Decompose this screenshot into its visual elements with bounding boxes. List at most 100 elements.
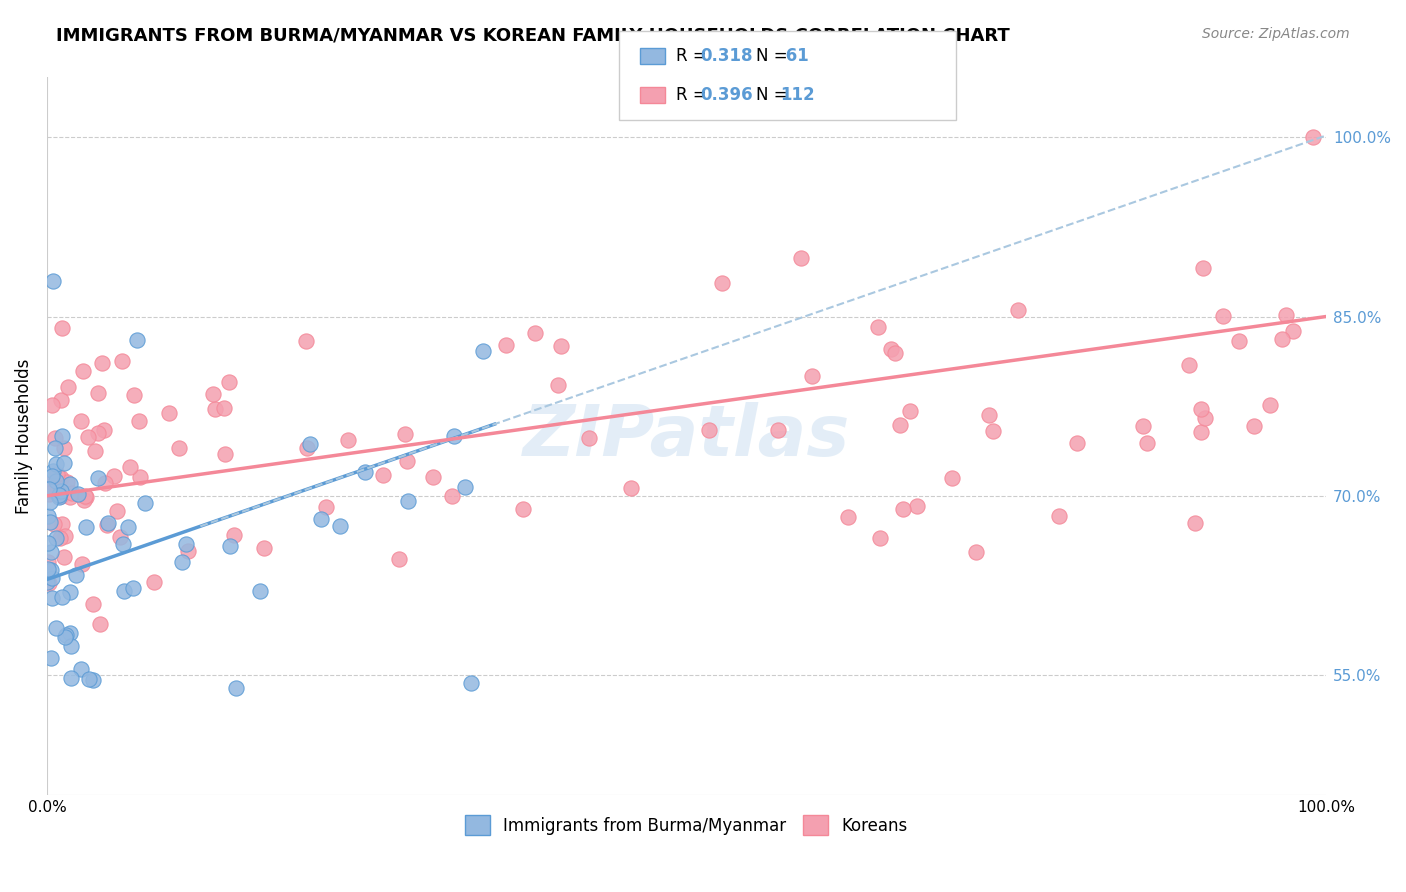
Immigrants from Burma/Myanmar [117, 520, 139, 534]
Koreans [75, 489, 97, 503]
Koreans [941, 471, 963, 485]
Koreans [524, 326, 547, 341]
Immigrants from Burma/Myanmar [125, 334, 148, 348]
Immigrants from Burma/Myanmar [75, 520, 97, 534]
Koreans [1189, 402, 1212, 417]
Koreans [1212, 309, 1234, 323]
Immigrants from Burma/Myanmar [51, 590, 73, 604]
Immigrants from Burma/Myanmar [53, 630, 76, 644]
Koreans [37, 555, 59, 569]
Koreans [337, 433, 360, 447]
Immigrants from Burma/Myanmar [59, 625, 82, 640]
Koreans [1136, 435, 1159, 450]
Koreans [388, 552, 411, 566]
Koreans [72, 493, 94, 508]
Text: 61: 61 [780, 47, 808, 65]
Koreans [51, 321, 73, 335]
Koreans [49, 393, 72, 408]
Immigrants from Burma/Myanmar [453, 479, 475, 493]
Koreans [1302, 130, 1324, 145]
Koreans [578, 431, 600, 445]
Immigrants from Burma/Myanmar [38, 482, 60, 496]
Immigrants from Burma/Myanmar [97, 516, 120, 531]
Immigrants from Burma/Myanmar [60, 639, 83, 653]
Koreans [91, 356, 114, 370]
Koreans [105, 504, 128, 518]
Koreans [38, 487, 60, 501]
Immigrants from Burma/Myanmar [82, 673, 104, 687]
Koreans [1271, 332, 1294, 346]
Koreans [60, 485, 83, 500]
Text: 112: 112 [780, 87, 815, 104]
Text: R =: R = [676, 87, 713, 104]
Immigrants from Burma/Myanmar [69, 662, 91, 676]
Koreans [1184, 516, 1206, 530]
Koreans [512, 502, 534, 516]
Koreans [38, 477, 60, 491]
Immigrants from Burma/Myanmar [354, 465, 377, 479]
Immigrants from Burma/Myanmar [44, 441, 66, 455]
Immigrants from Burma/Myanmar [37, 562, 59, 576]
Koreans [45, 467, 67, 482]
Koreans [96, 517, 118, 532]
Koreans [128, 414, 150, 428]
Koreans [49, 531, 72, 545]
Immigrants from Burma/Myanmar [39, 545, 62, 559]
Koreans [143, 574, 166, 589]
Koreans [1189, 425, 1212, 439]
Koreans [891, 502, 914, 516]
Immigrants from Burma/Myanmar [59, 477, 82, 491]
Immigrants from Burma/Myanmar [174, 537, 197, 551]
Immigrants from Burma/Myanmar [42, 464, 65, 478]
Koreans [981, 424, 1004, 438]
Koreans [880, 343, 903, 357]
Koreans [77, 430, 100, 444]
Koreans [70, 414, 93, 428]
Koreans [898, 404, 921, 418]
Immigrants from Burma/Myanmar [45, 457, 67, 471]
Immigrants from Burma/Myanmar [299, 437, 322, 451]
Immigrants from Burma/Myanmar [45, 531, 67, 545]
Immigrants from Burma/Myanmar [471, 344, 494, 359]
Text: N =: N = [756, 47, 793, 65]
Legend: Immigrants from Burma/Myanmar, Koreans: Immigrants from Burma/Myanmar, Koreans [457, 806, 917, 844]
Immigrants from Burma/Myanmar [111, 537, 134, 551]
Koreans [51, 517, 73, 532]
Koreans [1227, 334, 1250, 348]
Koreans [49, 471, 72, 485]
Immigrants from Burma/Myanmar [48, 488, 70, 502]
Koreans [495, 337, 517, 351]
Immigrants from Burma/Myanmar [51, 428, 73, 442]
Immigrants from Burma/Myanmar [45, 622, 67, 636]
Koreans [84, 444, 107, 458]
Koreans [42, 484, 65, 499]
Koreans [1282, 324, 1305, 338]
Immigrants from Burma/Myanmar [65, 568, 87, 582]
Koreans [157, 406, 180, 420]
Koreans [49, 489, 72, 503]
Immigrants from Burma/Myanmar [87, 471, 110, 485]
Text: ZIPatlas: ZIPatlas [523, 401, 851, 471]
Koreans [38, 576, 60, 591]
Immigrants from Burma/Myanmar [45, 474, 67, 488]
Immigrants from Burma/Myanmar [39, 563, 62, 577]
Immigrants from Burma/Myanmar [37, 574, 59, 589]
Koreans [103, 469, 125, 483]
Immigrants from Burma/Myanmar [53, 457, 76, 471]
Koreans [75, 490, 97, 504]
Koreans [1274, 308, 1296, 322]
Immigrants from Burma/Myanmar [225, 681, 247, 695]
Text: N =: N = [756, 87, 793, 104]
Koreans [869, 531, 891, 545]
Immigrants from Burma/Myanmar [51, 484, 73, 499]
Koreans [297, 441, 319, 455]
Immigrants from Burma/Myanmar [249, 584, 271, 599]
Koreans [550, 339, 572, 353]
Immigrants from Burma/Myanmar [329, 519, 352, 533]
Immigrants from Burma/Myanmar [219, 539, 242, 553]
Koreans [87, 385, 110, 400]
Immigrants from Burma/Myanmar [59, 585, 82, 599]
Koreans [53, 529, 76, 543]
Koreans [58, 380, 80, 394]
Immigrants from Burma/Myanmar [460, 676, 482, 690]
